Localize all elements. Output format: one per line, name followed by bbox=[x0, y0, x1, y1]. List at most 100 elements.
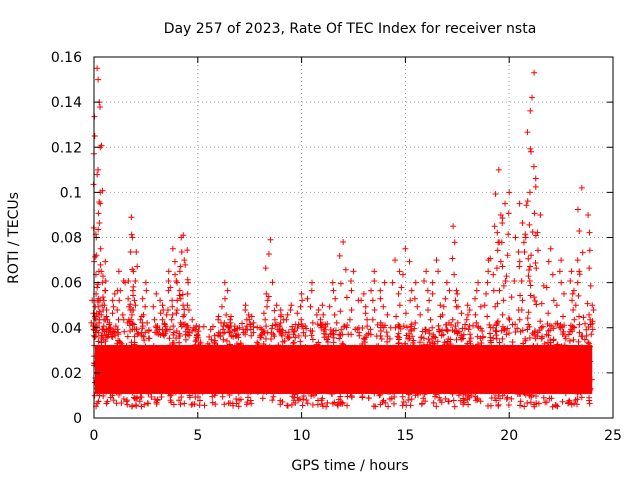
data-point bbox=[490, 324, 497, 331]
data-point bbox=[535, 247, 542, 254]
data-point bbox=[536, 351, 543, 358]
data-point bbox=[181, 384, 188, 391]
data-point bbox=[517, 292, 524, 299]
data-point bbox=[316, 343, 323, 350]
data-point bbox=[377, 327, 384, 334]
data-point bbox=[284, 402, 291, 409]
data-point bbox=[534, 342, 541, 349]
data-point bbox=[267, 236, 274, 243]
data-point bbox=[188, 360, 195, 367]
data-point bbox=[110, 380, 117, 387]
data-point bbox=[411, 295, 418, 302]
data-point bbox=[151, 316, 158, 323]
data-point bbox=[407, 297, 414, 304]
data-point bbox=[230, 385, 237, 392]
data-point bbox=[520, 340, 527, 347]
data-point bbox=[460, 390, 467, 397]
plot-frame bbox=[93, 56, 614, 419]
data-point bbox=[411, 325, 418, 332]
data-point bbox=[547, 339, 554, 346]
data-point bbox=[98, 339, 105, 346]
data-point bbox=[487, 377, 494, 384]
data-point bbox=[496, 377, 503, 384]
data-point bbox=[129, 402, 136, 409]
data-point bbox=[344, 322, 351, 329]
data-point bbox=[586, 368, 593, 375]
data-point bbox=[526, 381, 533, 388]
data-point bbox=[204, 340, 211, 347]
data-point bbox=[576, 313, 583, 320]
data-point bbox=[590, 307, 597, 314]
data-point bbox=[417, 311, 424, 318]
data-point bbox=[466, 307, 473, 314]
data-point bbox=[262, 316, 269, 323]
data-point bbox=[128, 214, 135, 221]
data-point bbox=[181, 400, 188, 407]
data-point bbox=[408, 396, 415, 403]
data-point bbox=[509, 338, 516, 345]
data-point bbox=[96, 319, 103, 326]
data-point bbox=[172, 389, 179, 396]
data-point bbox=[483, 290, 490, 297]
data-point bbox=[308, 377, 315, 384]
data-point bbox=[183, 359, 190, 366]
data-point bbox=[288, 302, 295, 309]
y-tick-label: 0.02 bbox=[51, 366, 82, 382]
data-point bbox=[359, 324, 366, 331]
data-point bbox=[192, 394, 199, 401]
data-point bbox=[337, 399, 344, 406]
data-point bbox=[476, 348, 483, 355]
data-point bbox=[165, 278, 172, 285]
data-point bbox=[111, 290, 118, 297]
data-point bbox=[560, 290, 567, 297]
data-point bbox=[451, 271, 458, 278]
data-point bbox=[542, 399, 549, 406]
data-point bbox=[294, 325, 301, 332]
data-point bbox=[479, 327, 486, 334]
data-point bbox=[119, 311, 126, 318]
data-point bbox=[169, 245, 176, 252]
data-point bbox=[224, 324, 231, 331]
data-point bbox=[399, 271, 406, 278]
data-point bbox=[108, 331, 115, 338]
data-point bbox=[391, 393, 398, 400]
data-point bbox=[91, 132, 98, 139]
data-point bbox=[562, 367, 569, 374]
data-point bbox=[283, 316, 290, 323]
data-point bbox=[576, 384, 583, 391]
data-point bbox=[189, 383, 196, 390]
data-point bbox=[277, 381, 284, 388]
data-point bbox=[563, 346, 570, 353]
data-point bbox=[477, 384, 484, 391]
data-point bbox=[553, 354, 560, 361]
data-point bbox=[399, 402, 406, 409]
data-point bbox=[284, 362, 291, 369]
data-point bbox=[506, 386, 513, 393]
data-point bbox=[100, 369, 107, 376]
data-point bbox=[145, 380, 152, 387]
data-point bbox=[327, 326, 334, 333]
data-point bbox=[265, 250, 272, 257]
data-point bbox=[543, 345, 550, 352]
data-point bbox=[95, 303, 102, 310]
data-point bbox=[578, 394, 585, 401]
data-point bbox=[463, 365, 470, 372]
data-point bbox=[533, 393, 540, 400]
data-point bbox=[147, 387, 154, 394]
data-point bbox=[234, 342, 241, 349]
data-point bbox=[549, 403, 556, 410]
data-point bbox=[344, 356, 351, 363]
data-point bbox=[546, 385, 553, 392]
data-point bbox=[350, 268, 357, 275]
data-point bbox=[375, 346, 382, 353]
data-point bbox=[503, 331, 510, 338]
data-point bbox=[184, 290, 191, 297]
data-point bbox=[422, 389, 429, 396]
data-point bbox=[99, 294, 106, 301]
data-point bbox=[375, 358, 382, 365]
data-point bbox=[342, 377, 349, 384]
data-point bbox=[426, 297, 433, 304]
data-point bbox=[166, 335, 173, 342]
data-point bbox=[356, 387, 363, 394]
data-point bbox=[142, 279, 149, 286]
